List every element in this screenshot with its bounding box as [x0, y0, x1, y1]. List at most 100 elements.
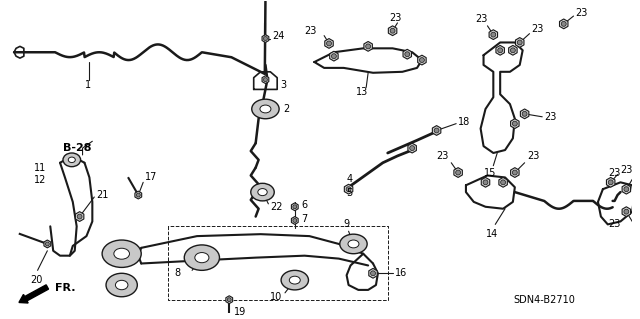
Text: 20: 20	[31, 275, 43, 285]
Ellipse shape	[195, 253, 209, 263]
Ellipse shape	[258, 189, 268, 196]
Polygon shape	[511, 168, 519, 177]
Circle shape	[419, 58, 424, 63]
Ellipse shape	[115, 280, 128, 290]
Polygon shape	[344, 184, 353, 194]
Polygon shape	[44, 240, 51, 248]
Circle shape	[346, 187, 351, 192]
Text: 11: 11	[34, 163, 46, 173]
Ellipse shape	[184, 245, 220, 270]
Ellipse shape	[63, 153, 81, 167]
Circle shape	[390, 28, 395, 33]
Circle shape	[624, 209, 628, 214]
Polygon shape	[622, 207, 630, 217]
Ellipse shape	[252, 99, 279, 119]
Text: 9: 9	[344, 219, 350, 229]
Polygon shape	[291, 203, 298, 211]
Circle shape	[45, 242, 49, 246]
Text: 3: 3	[280, 79, 286, 90]
Circle shape	[456, 170, 461, 175]
Ellipse shape	[260, 105, 271, 113]
Text: 2: 2	[283, 104, 289, 114]
Polygon shape	[499, 177, 508, 187]
Text: 23: 23	[620, 165, 633, 174]
Polygon shape	[364, 41, 372, 51]
FancyArrow shape	[19, 285, 49, 303]
Text: 13: 13	[356, 87, 369, 97]
Ellipse shape	[348, 240, 359, 248]
Circle shape	[513, 121, 517, 126]
Circle shape	[136, 193, 140, 197]
Circle shape	[293, 205, 297, 209]
Polygon shape	[291, 217, 298, 224]
Text: 23: 23	[390, 13, 402, 23]
Polygon shape	[433, 126, 441, 135]
Polygon shape	[408, 143, 417, 153]
Polygon shape	[515, 38, 524, 47]
Text: 5: 5	[347, 188, 353, 198]
Ellipse shape	[251, 183, 275, 201]
Polygon shape	[324, 39, 333, 48]
Ellipse shape	[340, 234, 367, 254]
Circle shape	[293, 219, 297, 222]
Text: 24: 24	[272, 31, 285, 41]
Polygon shape	[262, 76, 269, 84]
Polygon shape	[511, 119, 519, 129]
Text: 19: 19	[234, 308, 246, 317]
Ellipse shape	[68, 157, 76, 163]
Polygon shape	[559, 19, 568, 29]
Polygon shape	[496, 45, 504, 55]
Circle shape	[561, 21, 566, 26]
Circle shape	[405, 52, 410, 57]
Ellipse shape	[114, 248, 129, 259]
Polygon shape	[520, 109, 529, 119]
Text: 10: 10	[270, 292, 283, 302]
Text: 23: 23	[575, 8, 588, 18]
Polygon shape	[403, 49, 412, 59]
Circle shape	[513, 170, 517, 175]
Circle shape	[434, 128, 439, 133]
Circle shape	[365, 44, 371, 49]
Text: 23: 23	[305, 26, 317, 36]
Text: 15: 15	[484, 167, 496, 178]
Circle shape	[498, 48, 502, 53]
Circle shape	[332, 54, 337, 59]
Circle shape	[608, 180, 613, 185]
Polygon shape	[262, 35, 269, 42]
Circle shape	[517, 40, 522, 45]
Circle shape	[624, 187, 628, 192]
Polygon shape	[481, 177, 490, 187]
Text: 23: 23	[608, 167, 620, 178]
Circle shape	[522, 111, 527, 116]
Text: 23: 23	[476, 14, 488, 24]
Circle shape	[483, 180, 488, 185]
Circle shape	[491, 32, 496, 37]
Text: 14: 14	[486, 229, 498, 239]
Text: 23: 23	[436, 151, 449, 161]
Polygon shape	[418, 55, 426, 65]
Ellipse shape	[289, 276, 300, 284]
Circle shape	[77, 214, 82, 219]
Circle shape	[500, 180, 506, 185]
Text: 22: 22	[270, 202, 283, 212]
Text: 17: 17	[145, 173, 157, 182]
Text: 23: 23	[608, 219, 620, 229]
Polygon shape	[454, 168, 462, 177]
Polygon shape	[489, 30, 497, 40]
Text: 23: 23	[531, 24, 544, 34]
Polygon shape	[622, 184, 630, 194]
Circle shape	[227, 298, 231, 302]
Polygon shape	[607, 177, 615, 187]
Text: 21: 21	[96, 190, 109, 200]
Polygon shape	[388, 26, 397, 36]
Text: B-28: B-28	[63, 143, 92, 153]
Polygon shape	[135, 191, 141, 199]
Polygon shape	[330, 51, 338, 61]
Ellipse shape	[102, 240, 141, 267]
Text: 8: 8	[175, 268, 180, 278]
Text: 16: 16	[394, 268, 407, 278]
Text: 6: 6	[301, 200, 308, 210]
Text: 4: 4	[347, 174, 353, 184]
Text: FR.: FR.	[55, 283, 76, 293]
Polygon shape	[509, 45, 517, 55]
